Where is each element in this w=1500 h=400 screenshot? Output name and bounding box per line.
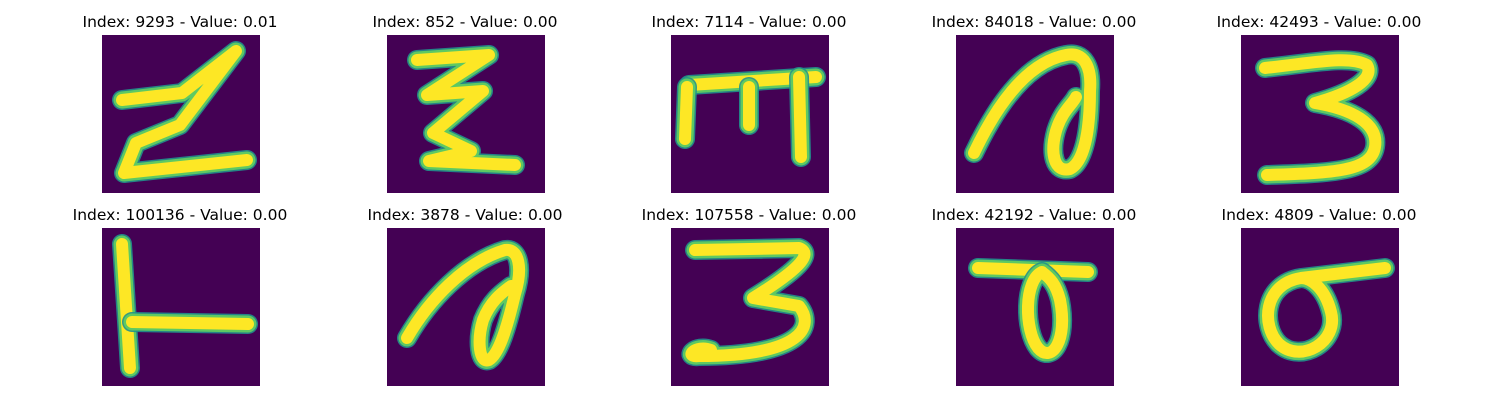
handwritten-stroke: [968, 48, 1097, 176]
digit-image: [102, 35, 260, 193]
panel-title: Index: 3878 - Value: 0.00: [367, 206, 563, 224]
digit-image: [956, 35, 1114, 193]
panel-title: Index: 9293 - Value: 0.01: [82, 13, 278, 31]
digit-panel: Index: 9293 - Value: 0.01: [50, 13, 310, 193]
digit-panel: Index: 4809 - Value: 0.00: [1189, 206, 1449, 386]
handwritten-stroke: [116, 45, 253, 179]
handwritten-stroke: [679, 81, 693, 145]
handwritten-stroke: [1022, 266, 1069, 359]
digit-image: [1241, 228, 1399, 386]
digit-image: [387, 228, 545, 386]
handwritten-stroke: [116, 238, 136, 374]
digit-image: [671, 228, 829, 386]
handwritten-stroke: [1259, 54, 1382, 181]
handwritten-stroke: [1262, 262, 1391, 358]
panel-title: Index: 42192 - Value: 0.00: [931, 206, 1137, 224]
digit-image: [102, 228, 260, 386]
panel-title: Index: 42493 - Value: 0.00: [1216, 13, 1422, 31]
digit-panel: Index: 42493 - Value: 0.00: [1189, 13, 1449, 193]
handwritten-stroke: [411, 49, 521, 171]
handwritten-stroke: [793, 71, 807, 163]
digit-image: [956, 228, 1114, 386]
handwritten-stroke: [401, 244, 526, 367]
digit-image: [671, 35, 829, 193]
digit-panel: Index: 84018 - Value: 0.00: [904, 13, 1164, 193]
panel-title: Index: 7114 - Value: 0.00: [651, 13, 847, 31]
digit-panel: Index: 3878 - Value: 0.00: [335, 206, 595, 386]
panel-title: Index: 84018 - Value: 0.00: [931, 13, 1137, 31]
panel-title: Index: 100136 - Value: 0.00: [72, 206, 288, 224]
panel-title: Index: 4809 - Value: 0.00: [1221, 206, 1417, 224]
handwritten-stroke: [685, 242, 811, 363]
handwritten-stroke: [126, 316, 254, 330]
digit-panel: Index: 100136 - Value: 0.00: [50, 206, 310, 386]
digit-image: [387, 35, 545, 193]
digit-panel: Index: 7114 - Value: 0.00: [619, 13, 879, 193]
panel-title: Index: 852 - Value: 0.00: [372, 13, 558, 31]
digit-image: [1241, 35, 1399, 193]
digit-panel: Index: 107558 - Value: 0.00: [619, 206, 879, 386]
digit-panel: Index: 42192 - Value: 0.00: [904, 206, 1164, 386]
digit-panel: Index: 852 - Value: 0.00: [335, 13, 595, 193]
panel-title: Index: 107558 - Value: 0.00: [641, 206, 857, 224]
